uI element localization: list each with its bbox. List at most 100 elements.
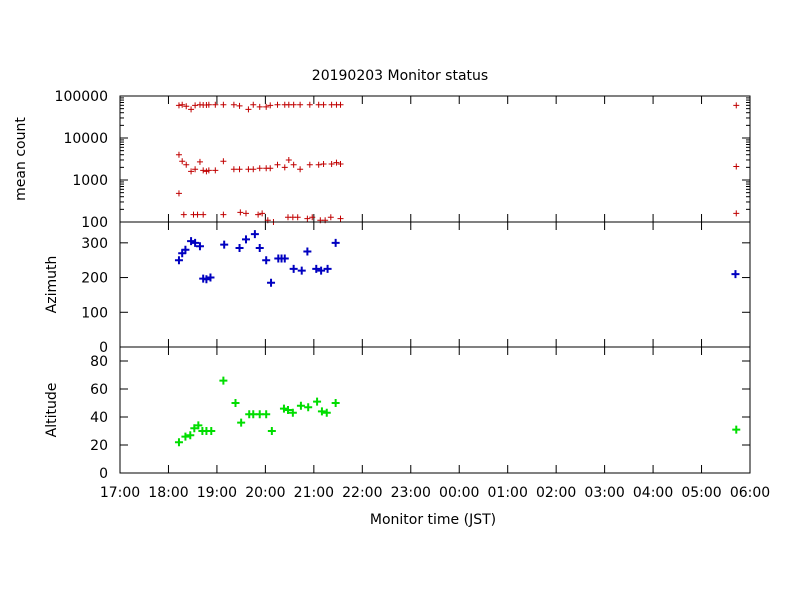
y-tick-label: 10000: [63, 131, 108, 147]
data-point: [212, 167, 219, 174]
y-tick-label: 300: [81, 236, 108, 252]
data-point: [309, 214, 316, 221]
data-point: [255, 244, 264, 253]
y-tick-label: 100: [81, 305, 108, 321]
data-point: [320, 161, 327, 168]
data-point: [194, 421, 203, 430]
data-point: [186, 431, 195, 440]
x-tick-label: 03:00: [584, 485, 624, 501]
data-point: [322, 408, 331, 417]
data-point: [290, 101, 297, 108]
data-point: [267, 102, 274, 109]
data-point: [207, 427, 216, 435]
data-point: [331, 238, 340, 247]
data-point: [294, 214, 301, 221]
data-point: [237, 418, 246, 427]
x-axis-title: Monitor time (JST): [370, 512, 496, 528]
x-tick-label: 00:00: [439, 485, 479, 501]
y-tick-label: 60: [90, 382, 108, 398]
x-tick-label: 06:00: [730, 485, 770, 501]
data-point: [303, 247, 312, 256]
x-tick-label: 05:00: [681, 485, 721, 501]
x-tick-label: 20:00: [245, 485, 285, 501]
y-axis-title: Altitude: [44, 383, 60, 438]
data-point: [188, 168, 195, 175]
x-tick-label: 04:00: [633, 485, 673, 501]
data-point: [175, 102, 182, 109]
data-point: [285, 156, 292, 163]
x-tick-label: 22:00: [342, 485, 382, 501]
data-point: [220, 158, 227, 165]
data-point: [337, 215, 344, 222]
data-point: [200, 211, 207, 218]
y-tick-label: 80: [90, 354, 108, 370]
data-point: [320, 101, 327, 108]
data-point: [200, 167, 207, 174]
data-point: [230, 166, 237, 173]
data-point: [192, 166, 199, 173]
data-point: [180, 211, 187, 218]
data-point: [256, 103, 263, 110]
data-point: [212, 101, 219, 108]
data-point: [181, 245, 190, 254]
data-point: [274, 101, 281, 108]
data-point: [192, 102, 199, 109]
mean-count-panel: 100 1000 10000 100000 mean count: [13, 89, 751, 231]
data-point: [206, 273, 215, 282]
plot-frame: [119, 346, 751, 474]
data-point: [312, 264, 321, 273]
data-point: [190, 424, 199, 433]
data-point: [733, 102, 740, 109]
data-point: [196, 158, 203, 165]
data-point: [262, 410, 271, 419]
data-point: [323, 264, 332, 273]
data-point: [328, 161, 335, 168]
data-point: [245, 106, 252, 113]
data-point: [175, 190, 182, 197]
data-point: [179, 101, 186, 108]
data-point: [263, 103, 270, 110]
data-point: [256, 165, 263, 172]
x-tick-label: 18:00: [148, 485, 188, 501]
data-point: [205, 101, 212, 108]
data-point: [306, 161, 313, 168]
data-point: [304, 215, 311, 222]
x-tick-label: 02:00: [536, 485, 576, 501]
data-point: [183, 103, 190, 110]
data-point: [237, 209, 244, 216]
y-tick-label: 100000: [55, 89, 108, 105]
data-point: [250, 230, 259, 239]
data-point: [280, 254, 289, 263]
x-tick-label: 23:00: [391, 485, 431, 501]
data-point: [194, 211, 201, 218]
data-point: [236, 166, 243, 173]
y-tick-label: 200: [81, 271, 108, 287]
data-point: [183, 161, 190, 168]
data-point: [236, 102, 243, 109]
data-point: [231, 399, 240, 407]
data-point: [290, 161, 297, 168]
altitude-panel: 0 20 40 60 80 Altitude: [44, 346, 751, 482]
y-tick-label: 40: [90, 410, 108, 426]
y-tick-label: 0: [99, 340, 108, 356]
data-point: [191, 238, 200, 247]
x-tick-label: 01:00: [488, 485, 528, 501]
data-point: [296, 401, 305, 410]
data-point: [317, 407, 326, 416]
y-axis-title: Azimuth: [44, 256, 60, 314]
y-tick-label: 0: [99, 466, 108, 482]
data-point: [175, 151, 182, 158]
data-point: [250, 166, 257, 173]
data-point: [331, 399, 340, 407]
data-point: [255, 211, 262, 218]
data-point: [220, 101, 227, 108]
data-point: [733, 163, 740, 170]
data-point: [174, 438, 183, 447]
data-point: [733, 210, 740, 217]
data-point: [284, 406, 292, 414]
data-point: [242, 235, 250, 244]
data-point: [267, 427, 276, 435]
x-tick-label: 19:00: [197, 485, 237, 501]
